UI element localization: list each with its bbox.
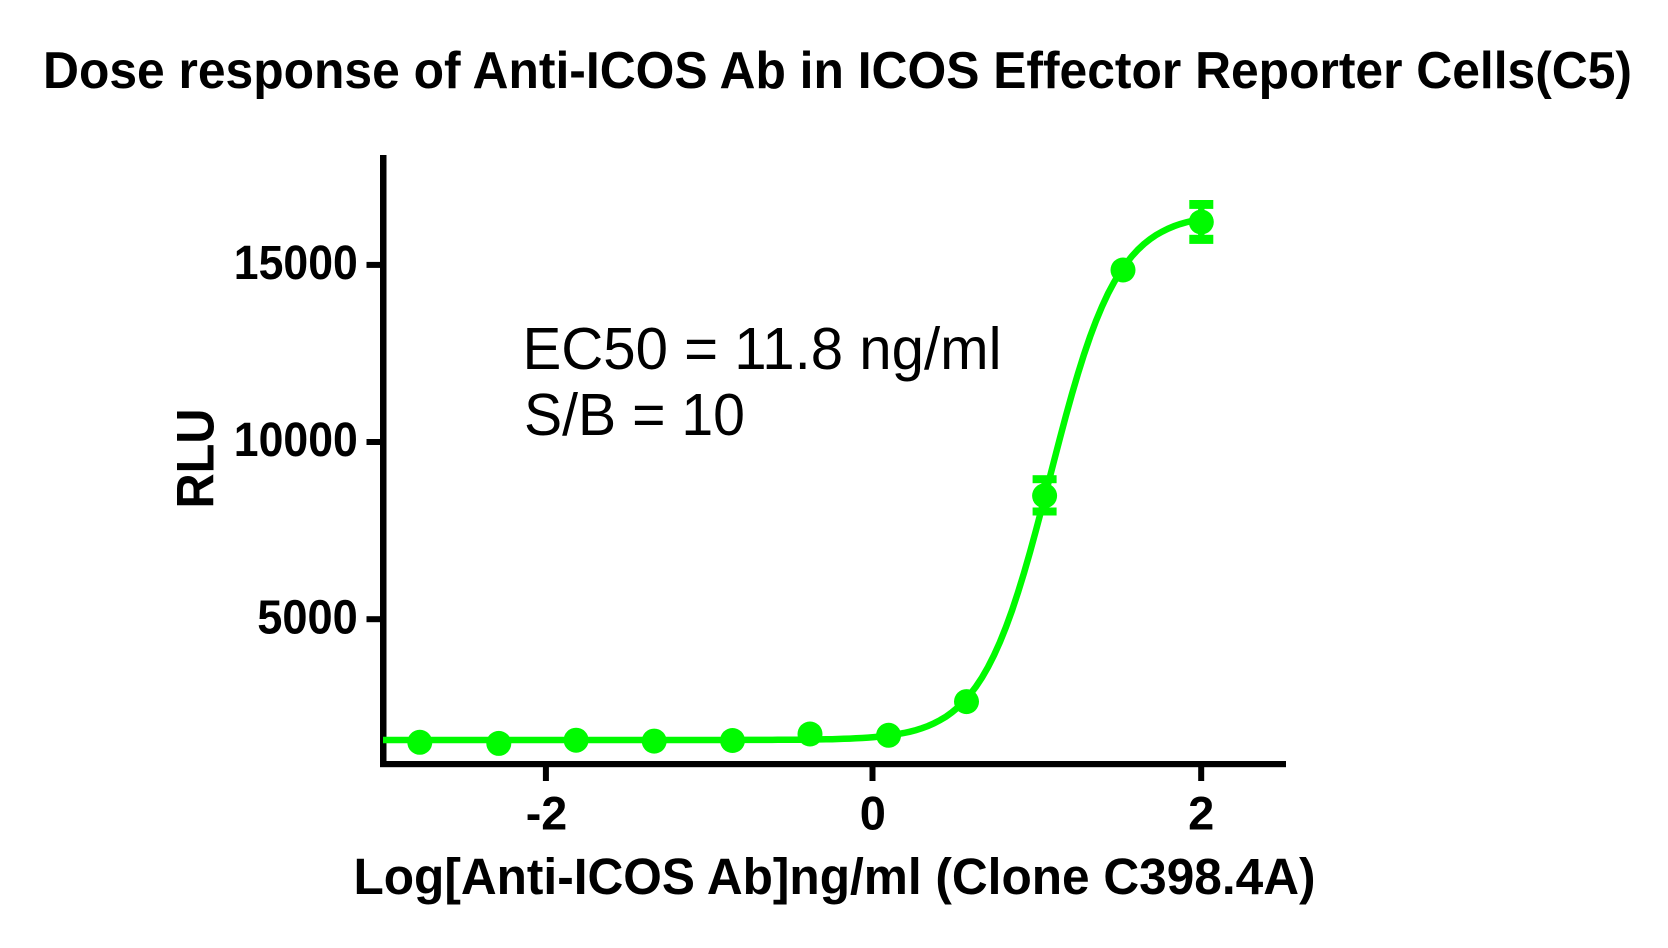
svg-text:5000: 5000 [257, 591, 358, 644]
svg-text:Dose response of Anti-ICOS Ab: Dose response of Anti-ICOS Ab in ICOS Ef… [43, 42, 1632, 100]
svg-text:2: 2 [1188, 786, 1214, 839]
svg-text:15000: 15000 [234, 237, 358, 290]
svg-text:0: 0 [860, 786, 886, 839]
svg-text:EC50 = 11.8 ng/ml: EC50 = 11.8 ng/ml [523, 316, 1002, 382]
svg-text:10000: 10000 [234, 414, 358, 467]
svg-text:S/B = 10: S/B = 10 [524, 382, 745, 448]
svg-text:Log[Anti-ICOS Ab]ng/ml (Clone: Log[Anti-ICOS Ab]ng/ml (Clone C398.4A) [354, 848, 1316, 905]
svg-text:-2: -2 [526, 786, 568, 839]
svg-text:RLU: RLU [167, 409, 226, 509]
